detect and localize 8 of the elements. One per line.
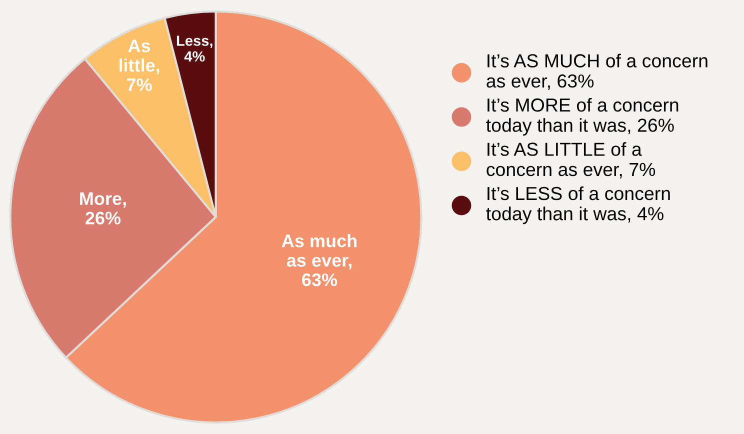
data-label: As much as ever, 63% [282,234,356,286]
data-label: More, 26% [80,192,126,224]
legend-label: It’s AS MUCH of a concern as ever, 63% [486,54,708,90]
legend-label: It’s LESS of a concern today than it was, 4% [486,186,670,224]
legend-label: It’s AS LITTLE of a concern as ever, 7% [486,142,656,178]
data-label: Less, 4% [176,36,212,62]
data-label: As little, 7% [119,40,160,92]
legend-label: It’s MORE of a concern today than it was, 26% [486,98,678,136]
